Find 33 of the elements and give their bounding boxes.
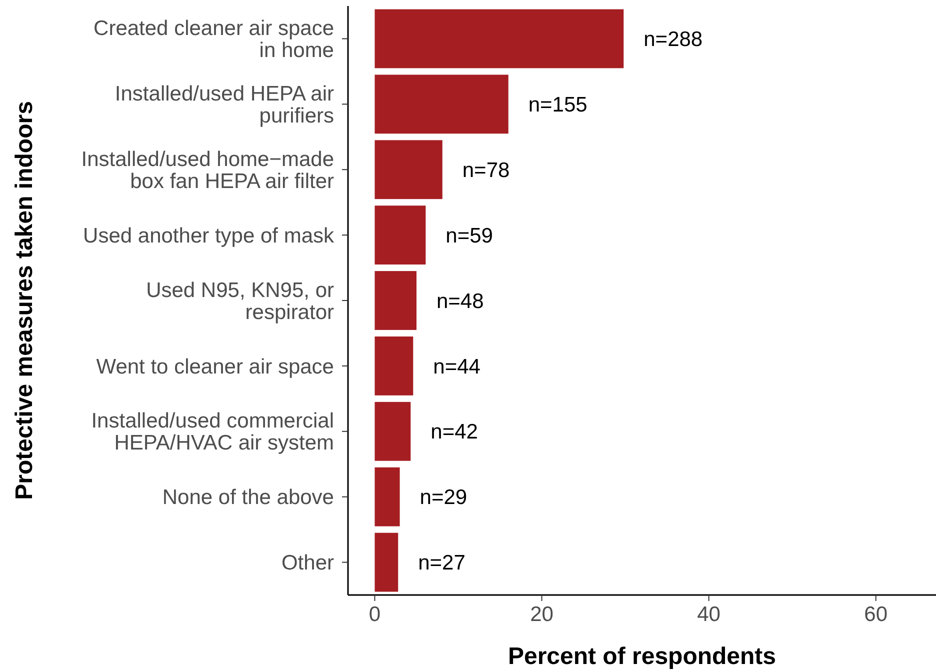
- x-tick-label: 20: [530, 603, 554, 626]
- annotation: n=48: [436, 290, 484, 313]
- annotation: n=288: [644, 28, 703, 52]
- bar: [374, 9, 624, 68]
- annotation: n=78: [462, 158, 510, 182]
- y-tick-label: Used another type of mask: [83, 224, 334, 248]
- y-tick-label: Installed/used commercial HEPA/HVAC air system: [91, 410, 334, 455]
- y-tick-label: Went to cleaner air space: [96, 355, 334, 378]
- bar: [374, 532, 398, 592]
- bar: [374, 402, 411, 461]
- x-axis-title: Percent of respondents: [508, 643, 776, 670]
- annotation: n=42: [430, 420, 478, 444]
- annotation: n=29: [420, 486, 468, 510]
- y-tick-label: Other: [281, 552, 334, 575]
- y-tick-label: Installed/used HEPA air purifiers: [114, 82, 334, 128]
- bar: [374, 74, 508, 134]
- y-tick-label: None of the above: [162, 486, 334, 510]
- x-tick-label: 40: [697, 603, 720, 626]
- x-tick-label: 0: [368, 603, 381, 626]
- annotation: n=59: [446, 224, 493, 248]
- y-tick-label: Created cleaner air space in home: [94, 17, 334, 62]
- y-tick-label: Used N95, KN95, or respirator: [146, 278, 334, 324]
- bar: [374, 271, 416, 330]
- bar: [374, 140, 442, 200]
- bar: [374, 206, 426, 265]
- annotation: n=27: [418, 552, 466, 575]
- y-tick-label: Installed/used home−made box fan HEPA air filter: [81, 148, 334, 193]
- bar: [374, 336, 414, 396]
- x-tick-label: 60: [864, 603, 888, 626]
- bar: [374, 467, 400, 526]
- annotation: n=44: [433, 355, 481, 378]
- annotation: n=155: [528, 94, 588, 117]
- y-axis-title: Protective measures taken indoors: [11, 101, 38, 500]
